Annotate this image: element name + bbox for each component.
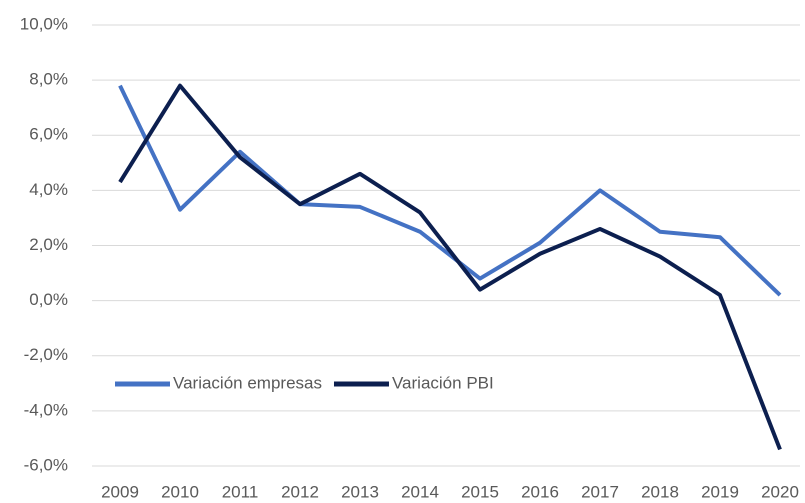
series-line	[118, 83, 782, 451]
y-tick-label: 8,0%	[29, 70, 68, 89]
y-tick-label: 4,0%	[29, 180, 68, 199]
x-tick-label: 2017	[581, 482, 619, 501]
x-tick-label: 2016	[521, 482, 559, 501]
y-tick-label: -6,0%	[24, 455, 68, 474]
x-tick-label: 2012	[281, 482, 319, 501]
y-tick-label: 10,0%	[20, 14, 68, 33]
x-tick-label: 2011	[222, 482, 259, 501]
y-tick-label: 2,0%	[29, 235, 68, 254]
y-tick-label: 6,0%	[29, 125, 68, 144]
x-tick-label: 2018	[641, 482, 679, 501]
x-tick-label: 2019	[701, 482, 739, 501]
legend-label: Variación PBI	[392, 373, 494, 392]
x-tick-label: 2013	[341, 482, 379, 501]
x-tick-label: 2014	[401, 482, 439, 501]
x-tick-label: 2015	[461, 482, 499, 501]
y-tick-label: -2,0%	[24, 345, 68, 364]
x-tick-label: 2020	[761, 482, 799, 501]
y-tick-label: -4,0%	[24, 400, 68, 419]
x-tick-label: 2010	[161, 482, 199, 501]
series-line	[118, 84, 782, 297]
x-tick-label: 2009	[101, 482, 139, 501]
y-tick-label: 0,0%	[29, 290, 68, 309]
legend-label: Variación empresas	[173, 373, 322, 392]
